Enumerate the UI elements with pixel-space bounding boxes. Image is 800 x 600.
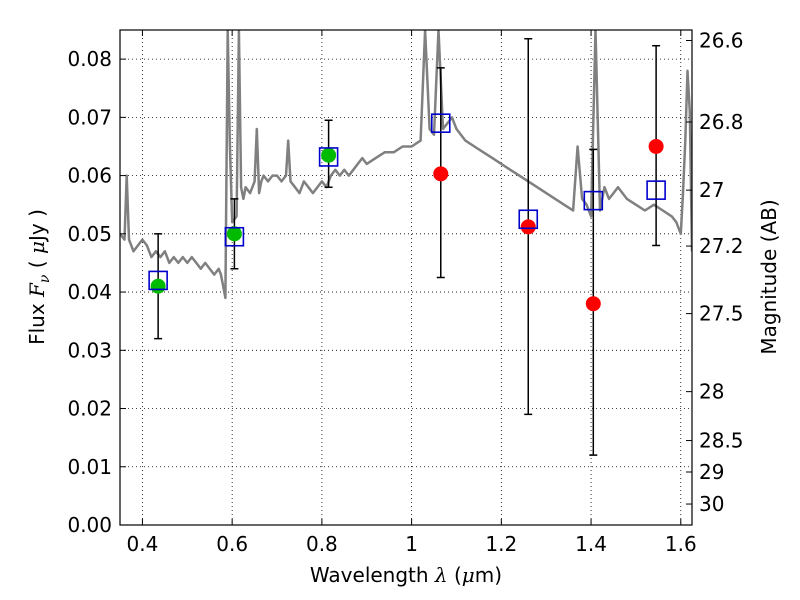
model-square xyxy=(430,113,451,133)
axes-frame xyxy=(119,29,693,526)
y-tick-label: 0.04 xyxy=(67,280,112,304)
y2-tick-label: 30 xyxy=(699,492,724,516)
model-square xyxy=(646,180,666,200)
plot-area xyxy=(120,30,692,456)
y2-tick-label: 28.5 xyxy=(699,429,744,453)
y-tick-label: 0.01 xyxy=(67,455,112,479)
y2-tick-label: 26.8 xyxy=(699,110,744,134)
x-tick-label: 1.4 xyxy=(575,532,607,556)
y2-axis: 26.6 26.8 27 27.2 27.5 28 28.5 29 30 xyxy=(686,28,744,516)
y2-tick-label: 27 xyxy=(699,178,724,202)
y-tick-label: 0.00 xyxy=(67,513,112,537)
model-square xyxy=(224,226,245,247)
data-point xyxy=(585,296,601,312)
y-tick-label: 0.07 xyxy=(67,105,112,129)
x-tick-label: 0.8 xyxy=(306,532,338,556)
model-square xyxy=(583,190,604,211)
x-tick-label: 1.2 xyxy=(485,532,517,556)
model-square xyxy=(318,147,339,167)
x-tick-label: 1.6 xyxy=(665,532,697,556)
model-square xyxy=(148,270,168,291)
spectrum-line xyxy=(120,30,692,300)
y-tick-label: 0.06 xyxy=(67,164,112,188)
model-square xyxy=(518,209,539,230)
y-tick-label: 0.02 xyxy=(67,397,112,421)
y-tick-label: 0.08 xyxy=(67,47,112,71)
x-tick-label: 1 xyxy=(405,532,418,556)
data-point xyxy=(321,147,337,163)
data-point xyxy=(226,226,242,242)
grid xyxy=(120,30,692,525)
data-point xyxy=(150,278,166,294)
y2-tick-label: 29 xyxy=(699,460,724,484)
x-axis: 0.4 0.6 0.8 1 1.2 1.4 1.6 xyxy=(127,30,697,556)
x-axis-label: Wavelength λ (μm) xyxy=(310,563,502,587)
y-axis-label: Flux Fν ( μJy ) xyxy=(25,209,53,345)
y2-tick-label: 27.2 xyxy=(699,234,744,258)
data-point xyxy=(520,219,536,235)
y2-tick-label: 28 xyxy=(699,380,724,404)
x-tick-label: 0.6 xyxy=(216,532,248,556)
x-tick-label: 0.4 xyxy=(127,532,159,556)
y2-tick-label: 26.6 xyxy=(699,28,744,52)
y2-axis-label: Magnitude (AB) xyxy=(757,199,781,354)
data-point xyxy=(648,138,664,154)
y-tick-label: 0.03 xyxy=(67,338,112,362)
data-point xyxy=(433,166,449,182)
y-axis: 0.00 0.01 0.02 0.03 0.04 0.05 0.06 0.07 0.08 xyxy=(67,47,126,537)
y-tick-label: 0.05 xyxy=(67,222,112,246)
y2-tick-label: 27.5 xyxy=(699,302,744,326)
